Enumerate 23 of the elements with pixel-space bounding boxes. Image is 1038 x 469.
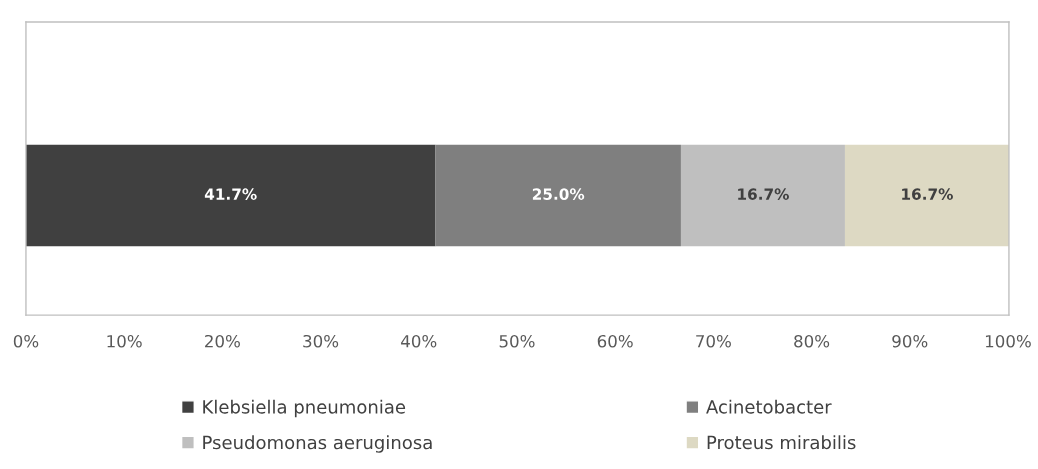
data-label: 16.7% — [902, 188, 953, 200]
x-tick-label: 70% — [696, 334, 731, 348]
legend-label: Acinetobacter — [706, 399, 832, 414]
x-tick-label: 60% — [597, 334, 633, 348]
x-tick-label: 10% — [107, 334, 142, 348]
x-tick-label: 40% — [401, 334, 437, 348]
x-tick-label: 50% — [499, 334, 535, 348]
data-label: 41.7% — [204, 188, 257, 200]
legend-label: Klebsiella pneumoniae — [203, 399, 406, 418]
bar — [844, 144, 1009, 247]
x-tick-label: 80% — [794, 334, 830, 348]
x-tick-label: 20% — [205, 334, 240, 348]
x-tick-label: 90% — [892, 334, 928, 348]
bar — [680, 144, 845, 247]
x-tick-label: 0% — [13, 334, 39, 348]
x-tick-label: 30% — [303, 334, 339, 348]
x-tick-label: 100% — [985, 334, 1031, 348]
data-label: 25.0% — [532, 188, 585, 200]
data-label: 16.7% — [738, 188, 789, 200]
legend-label: Pseudomonas aeruginosa — [203, 435, 432, 453]
legend-label: Proteus mirabilis — [707, 435, 856, 450]
bar — [435, 144, 681, 247]
bar — [25, 144, 436, 247]
